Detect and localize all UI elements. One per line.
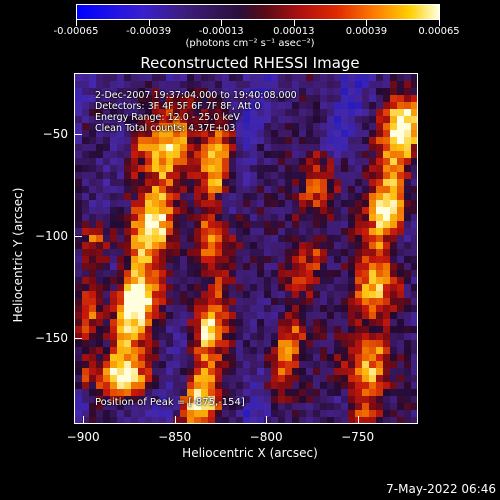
y-tick-label: −150 (35, 331, 68, 346)
colorbar-tick (76, 20, 77, 26)
x-tick-label: −800 (249, 430, 283, 444)
y-tick-label: −100 (35, 229, 68, 244)
y-tick (74, 338, 82, 340)
colorbar-tick-label: -0.00039 (126, 26, 172, 37)
y-axis-label: Heliocentric Y (arcsec) (11, 187, 25, 323)
info-energy-range: Energy Range: 12.0 - 25.0 keV (95, 112, 240, 123)
info-time-range: 2-Dec-2007 19:37:04.000 to 19:40:08.000 (95, 90, 297, 101)
x-axis-label: Heliocentric X (arcsec) (182, 446, 318, 460)
x-tick (357, 416, 359, 424)
colorbar (76, 4, 440, 20)
rhessi-image (75, 74, 417, 423)
colorbar-tick-label: -0.00013 (198, 26, 244, 37)
y-tick (74, 236, 82, 238)
colorbar-tick (366, 20, 368, 26)
colorbar-tick-label: 0.00013 (273, 26, 315, 37)
info-detectors: Detectors: 3F 4F 5F 6F 7F 8F, Att 0 (95, 101, 261, 112)
colorbar-units: (photons cm⁻² s⁻¹ asec⁻²) (185, 38, 315, 49)
colorbar-tick-label: 0.00039 (345, 26, 388, 37)
info-clean-counts: Clean Total counts: 4.37E+03 (95, 123, 236, 134)
x-tick-label: −900 (66, 430, 100, 444)
y-tick (74, 134, 82, 136)
colorbar-tick-label: -0.00065 (53, 26, 99, 37)
datestamp: 7-May-2022 06:46 (386, 482, 496, 496)
colorbar-tick (221, 20, 223, 26)
image-panel: 2-Dec-2007 19:37:04.000 to 19:40:08.000 … (74, 73, 418, 424)
x-tick-label: −850 (158, 430, 192, 444)
x-tick-label: −750 (341, 430, 375, 444)
peak-position-label: Position of Peak = [-875,-154] (95, 397, 245, 408)
x-tick (266, 416, 268, 424)
colorbar-tick (293, 20, 295, 26)
colorbar-tick-label: 0.00065 (418, 26, 460, 37)
x-tick (83, 416, 85, 424)
x-tick (174, 416, 176, 424)
y-tick-label: −50 (42, 127, 68, 142)
colorbar-tick (439, 20, 440, 26)
image-title: Reconstructed RHESSI Image (140, 54, 360, 72)
colorbar-tick (148, 20, 150, 26)
